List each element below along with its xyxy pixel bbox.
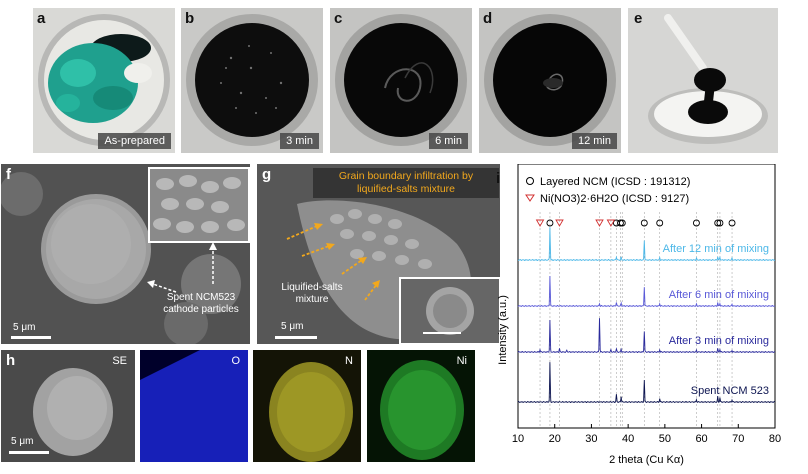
spent-ncm-annotation: Spent NCM523 cathode particles <box>151 292 250 316</box>
x-tick-label: 70 <box>732 433 744 445</box>
panel-g-label: g <box>262 166 272 183</box>
panel-h-o-map: O <box>140 350 248 462</box>
panel-f-sem: f Spent NCM523 cathode particles 5 μm <box>1 164 250 344</box>
dish-3min-image <box>186 14 318 146</box>
legend-nitrate-text: Ni(NO3)2·6H2O (ICSD : 9127) <box>540 193 689 205</box>
x-tick-label: 50 <box>659 433 671 445</box>
ncm-peak-marker <box>716 219 724 227</box>
panel-g-sem: Grain boundary infiltration by liquified… <box>257 164 500 344</box>
ni-map-image <box>367 350 475 462</box>
ncm-peak-marker <box>656 219 664 227</box>
spent-ncm-annotation-line2: cathode particles <box>163 304 239 315</box>
legend-circle-marker <box>526 177 534 185</box>
liquified-salts-line2: mixture <box>295 294 329 305</box>
series-label: Spent NCM 523 <box>691 385 769 397</box>
paste-on-spatula-image <box>648 14 768 144</box>
inset-zoom <box>148 167 250 243</box>
panel-c-photo: c 6 min <box>330 8 472 153</box>
inset-particle <box>399 277 500 344</box>
liquified-salts-line1: Liquified-salts <box>281 282 343 293</box>
panel-h-scalebar <box>9 451 49 454</box>
xrd-chart: Layered NCM (ICSD : 191312) Ni(NO3)2·6H2O… <box>497 164 781 466</box>
panel-f-label: f <box>6 166 11 183</box>
panel-h-n-map: N <box>253 350 361 462</box>
panel-h-scale-label: 5 μm <box>11 436 34 447</box>
x-tick-label: 40 <box>622 433 634 445</box>
x-tick-label: 80 <box>769 433 781 445</box>
title-line1: Grain boundary infiltration by <box>338 170 474 182</box>
series-label: After 12 min of mixing <box>663 243 769 255</box>
inset-zoom-image <box>150 169 248 241</box>
se-image <box>1 350 135 462</box>
panel-h-se: h SE 5 μm <box>1 350 135 462</box>
o-map-image <box>140 350 248 462</box>
panel-b-label: b <box>185 10 195 27</box>
ncm-peak-marker <box>728 219 736 227</box>
nitrate-peak-marker <box>606 219 616 227</box>
legend-ncm-text: Layered NCM (ICSD : 191312) <box>540 176 690 188</box>
n-label: N <box>345 355 353 367</box>
panel-b-photo: b 3 min <box>181 8 323 153</box>
nitrate-peak-marker <box>555 219 564 227</box>
nitrate-peak-marker <box>595 219 604 227</box>
ni-label: Ni <box>456 355 467 367</box>
panel-a-label: a <box>37 10 46 27</box>
panel-a-caption: As-prepared <box>98 133 171 149</box>
panel-c-caption: 6 min <box>429 133 468 149</box>
panel-h-label: h <box>6 352 16 369</box>
ncm-peak-marker <box>714 219 722 227</box>
legend-triangle-marker <box>525 194 535 202</box>
title-line2: liquified-salts mixture <box>356 183 456 195</box>
panel-h-ni-map: Ni <box>367 350 475 462</box>
nitrate-peak-marker <box>535 219 545 227</box>
title-box: Grain boundary infiltration by liquified… <box>313 168 499 198</box>
panel-e-photo: e <box>628 8 778 153</box>
spent-ncm-annotation-line1: Spent NCM523 <box>166 292 236 303</box>
trace-line <box>517 275 776 308</box>
ncm-peak-marker <box>692 219 700 227</box>
ncm-peak-marker <box>616 219 624 227</box>
panel-g-scale-label: 5 μm <box>281 321 304 332</box>
panel-i-xrd: i Layered NCM (ICSD : 191312) Ni(NO3)2·6H… <box>480 164 806 472</box>
trace-line <box>517 318 776 354</box>
dish-6min-image <box>335 14 467 146</box>
panel-d-label: d <box>483 10 493 27</box>
trace-line <box>517 227 776 262</box>
se-label: SE <box>112 355 127 367</box>
dish-12min-image <box>484 14 616 146</box>
annotation-arrows <box>147 242 217 293</box>
y-axis-label: Intensity (a.u.) <box>497 295 509 365</box>
inset-particle-image <box>401 279 499 343</box>
plot-frame <box>517 164 776 429</box>
n-map-image <box>253 350 361 462</box>
x-tick-label: 20 <box>549 433 561 445</box>
panel-e-label: e <box>634 10 643 27</box>
panel-b-caption: 3 min <box>280 133 319 149</box>
x-tick-label: 30 <box>585 433 597 445</box>
series-label: After 3 min of mixing <box>669 335 769 347</box>
panel-d-caption: 12 min <box>571 133 617 149</box>
panel-f-scale-label: 5 μm <box>13 322 36 333</box>
trace-line <box>517 362 776 404</box>
ncm-peak-marker <box>546 219 554 227</box>
ncm-peak-marker <box>618 219 626 227</box>
panel-g-scalebar <box>275 336 317 339</box>
panel-i-label: i <box>496 170 501 187</box>
sem-particle-image <box>1 164 250 344</box>
dish-as-prepared-image <box>38 14 170 146</box>
panel-c-label: c <box>334 10 343 27</box>
panel-f-scalebar <box>11 336 51 339</box>
x-tick-label: 60 <box>695 433 707 445</box>
liquified-salts-annotation: Liquified-salts mixture <box>267 282 357 306</box>
ncm-peak-marker <box>640 219 648 227</box>
panel-a-photo: a As-prepared <box>33 8 175 153</box>
o-label: O <box>231 355 240 367</box>
orange-arrows <box>286 223 380 301</box>
series-label: After 6 min of mixing <box>669 289 769 301</box>
x-tick-label: 10 <box>512 433 524 445</box>
x-axis-label: 2 theta (Cu Kα) <box>609 454 684 466</box>
panel-d-photo: d 12 min <box>479 8 621 153</box>
